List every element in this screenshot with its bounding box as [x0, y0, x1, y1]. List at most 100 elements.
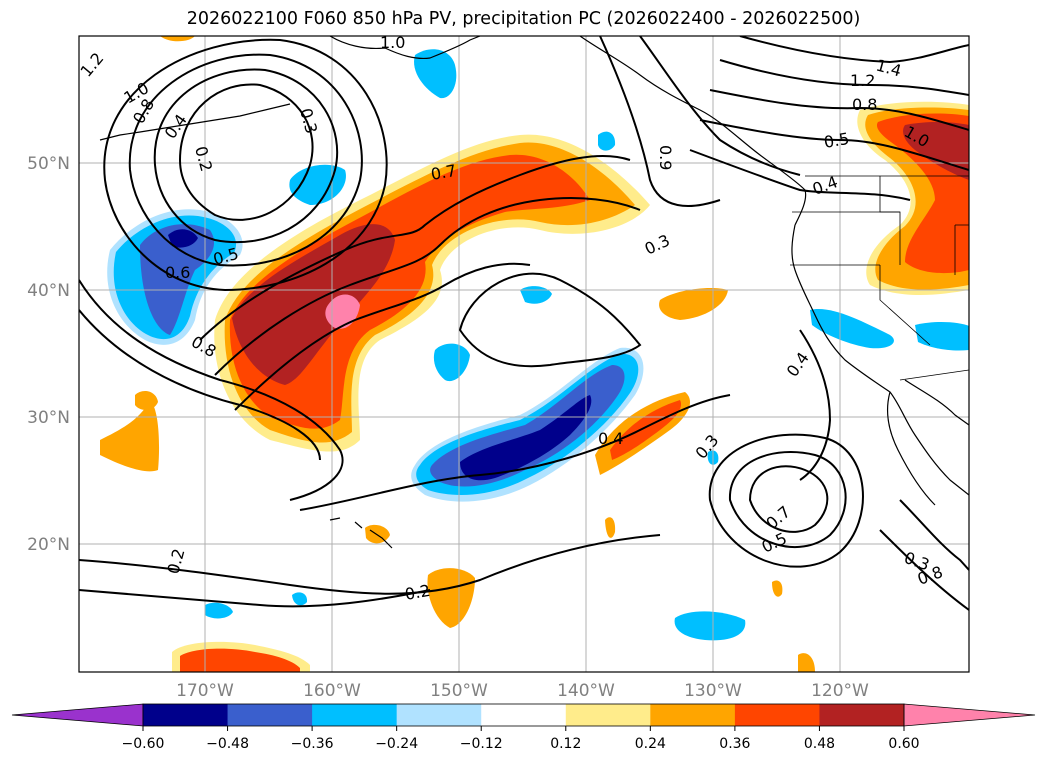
pv-se-east-2 — [879, 529, 969, 611]
precip-neg-blob5 — [598, 131, 616, 151]
precip-pos-blob-j — [798, 653, 815, 672]
precip-pos-red — [229, 154, 591, 429]
precip-neg-blob6 — [674, 611, 746, 641]
colorbar-segment — [734, 704, 820, 726]
contour-label: 1.2 — [77, 49, 108, 81]
pv-ne-3 — [709, 89, 969, 131]
contour-label: 0.7 — [429, 161, 457, 184]
lat-label-50n: 50°N — [27, 154, 70, 174]
precip-neg-navy — [460, 395, 592, 481]
coast-west-us — [791, 224, 969, 496]
colorbar-segment — [143, 704, 229, 726]
precip-neg-blob9 — [205, 602, 233, 619]
precip-pos-blob-i — [772, 580, 783, 597]
precip-pos-blob-a-red — [610, 400, 682, 460]
colorbar-tick-label: 0.12 — [550, 736, 581, 752]
pv-low-se-3 — [708, 433, 864, 568]
lon-label-130w: 130°W — [684, 681, 742, 701]
pv-low-ring-4 — [103, 38, 388, 292]
pv-ne-2 — [719, 59, 969, 96]
precip-pos-darkred — [232, 224, 395, 385]
colorbar-segment — [819, 704, 905, 726]
precip-neg-blob1 — [289, 164, 346, 205]
colorbar: −0.60 −0.48 −0.36 −0.24 −0.12 0.12 0.24 0.36 0.4… — [11, 703, 1036, 752]
precip-pos-blob-f-red — [180, 648, 300, 672]
contour-label: 0.7 — [762, 502, 794, 533]
lon-labels: 170°W 160°W 150°W 140°W 130°W 120°W — [176, 681, 869, 701]
colorbar-segment — [481, 704, 567, 726]
colorbar-extend-high — [903, 703, 1036, 727]
pv-low-ring-3 — [128, 53, 363, 267]
map-frame — [78, 35, 970, 673]
precip-neg-blob2 — [414, 49, 457, 99]
pv-trough-3 — [234, 262, 531, 411]
precip-neg-blob10 — [292, 592, 308, 606]
contour-label: 0.6 — [165, 263, 190, 282]
coast-baja — [887, 391, 936, 506]
pv-wave-1 — [79, 279, 344, 501]
coast-alaska — [329, 36, 481, 60]
border-nv-ca — [879, 265, 931, 346]
precip-pos-pink — [325, 294, 360, 329]
colorbar-segment — [565, 704, 651, 726]
contour-label: 0.9 — [656, 145, 675, 170]
precip-pos-blob-d — [135, 390, 158, 410]
borders — [790, 175, 969, 381]
colorbar-tick-label: 0.24 — [635, 736, 666, 752]
precip-pos-blob-b — [659, 288, 728, 320]
precip-neg-blob7 — [810, 309, 894, 349]
pv-ne-5 — [689, 149, 911, 201]
colorbar-tick-label: 0.48 — [804, 736, 835, 752]
contour-label: 0.5 — [822, 129, 850, 152]
pv-low-ring-2 — [153, 68, 339, 244]
colorbar-tick-label: −0.24 — [375, 736, 418, 752]
pv-right-mid — [799, 329, 832, 481]
pv-closed-mid — [458, 272, 642, 368]
pv-se-east — [899, 499, 969, 571]
lat-label-40n: 40°N — [27, 281, 70, 301]
lon-label-140w: 140°W — [557, 681, 615, 701]
colorbar-tick-label: 0.60 — [888, 736, 919, 752]
colorbar-segment — [312, 704, 398, 726]
contour-label: 1.0 — [380, 33, 405, 52]
coast-mexico — [904, 379, 969, 426]
pv-ne-4 — [699, 119, 969, 171]
colorbar-tick-label: −0.12 — [460, 736, 503, 752]
precip-neg-blob4 — [520, 286, 552, 304]
lat-label-20n: 20°N — [27, 535, 70, 555]
pv-low-se-1 — [748, 465, 829, 533]
pv-diag-south — [299, 394, 731, 511]
contour-label: 0.3 — [296, 106, 321, 136]
border-az — [954, 224, 969, 275]
pv-trough-2 — [214, 197, 641, 376]
colorbar-extend-low — [11, 703, 144, 727]
map-title: 2026022100 F060 850 hPa PV, precipitatio… — [186, 9, 861, 29]
colorbar-tick-label: −0.36 — [291, 736, 334, 752]
graticule — [79, 36, 969, 672]
pv-low-se-2 — [728, 451, 847, 549]
precip-pos-blob-e — [427, 568, 475, 628]
precip-neg-blob3 — [433, 343, 470, 382]
colorbar-segment — [396, 704, 482, 726]
contour-label: 0.8 — [852, 95, 877, 114]
lat-labels: 50°N 40°N 30°N 20°N — [27, 154, 70, 555]
contour-label: 0.2 — [403, 581, 431, 604]
colorbar-segment — [650, 704, 736, 726]
lon-label-120w: 120°W — [811, 681, 869, 701]
border-us-mexico — [899, 369, 969, 381]
precip-pos-blob-k — [160, 36, 195, 42]
pv-contours — [79, 36, 969, 611]
lon-label-170w: 170°W — [176, 681, 234, 701]
colorbar-segment — [227, 704, 313, 726]
pv-south-1 — [79, 534, 661, 595]
pv-trough-1 — [199, 154, 631, 341]
pv-south-2 — [79, 589, 431, 608]
precip-neg-blob8 — [915, 322, 969, 351]
pv-low-ring-1 — [178, 83, 314, 221]
contour-label: 0.5 — [759, 529, 790, 557]
pv-wave-2 — [79, 309, 321, 461]
contour-label: 0.2 — [191, 144, 216, 174]
coast-aleutians — [99, 103, 291, 141]
contour-label: 0.3 — [642, 231, 673, 259]
